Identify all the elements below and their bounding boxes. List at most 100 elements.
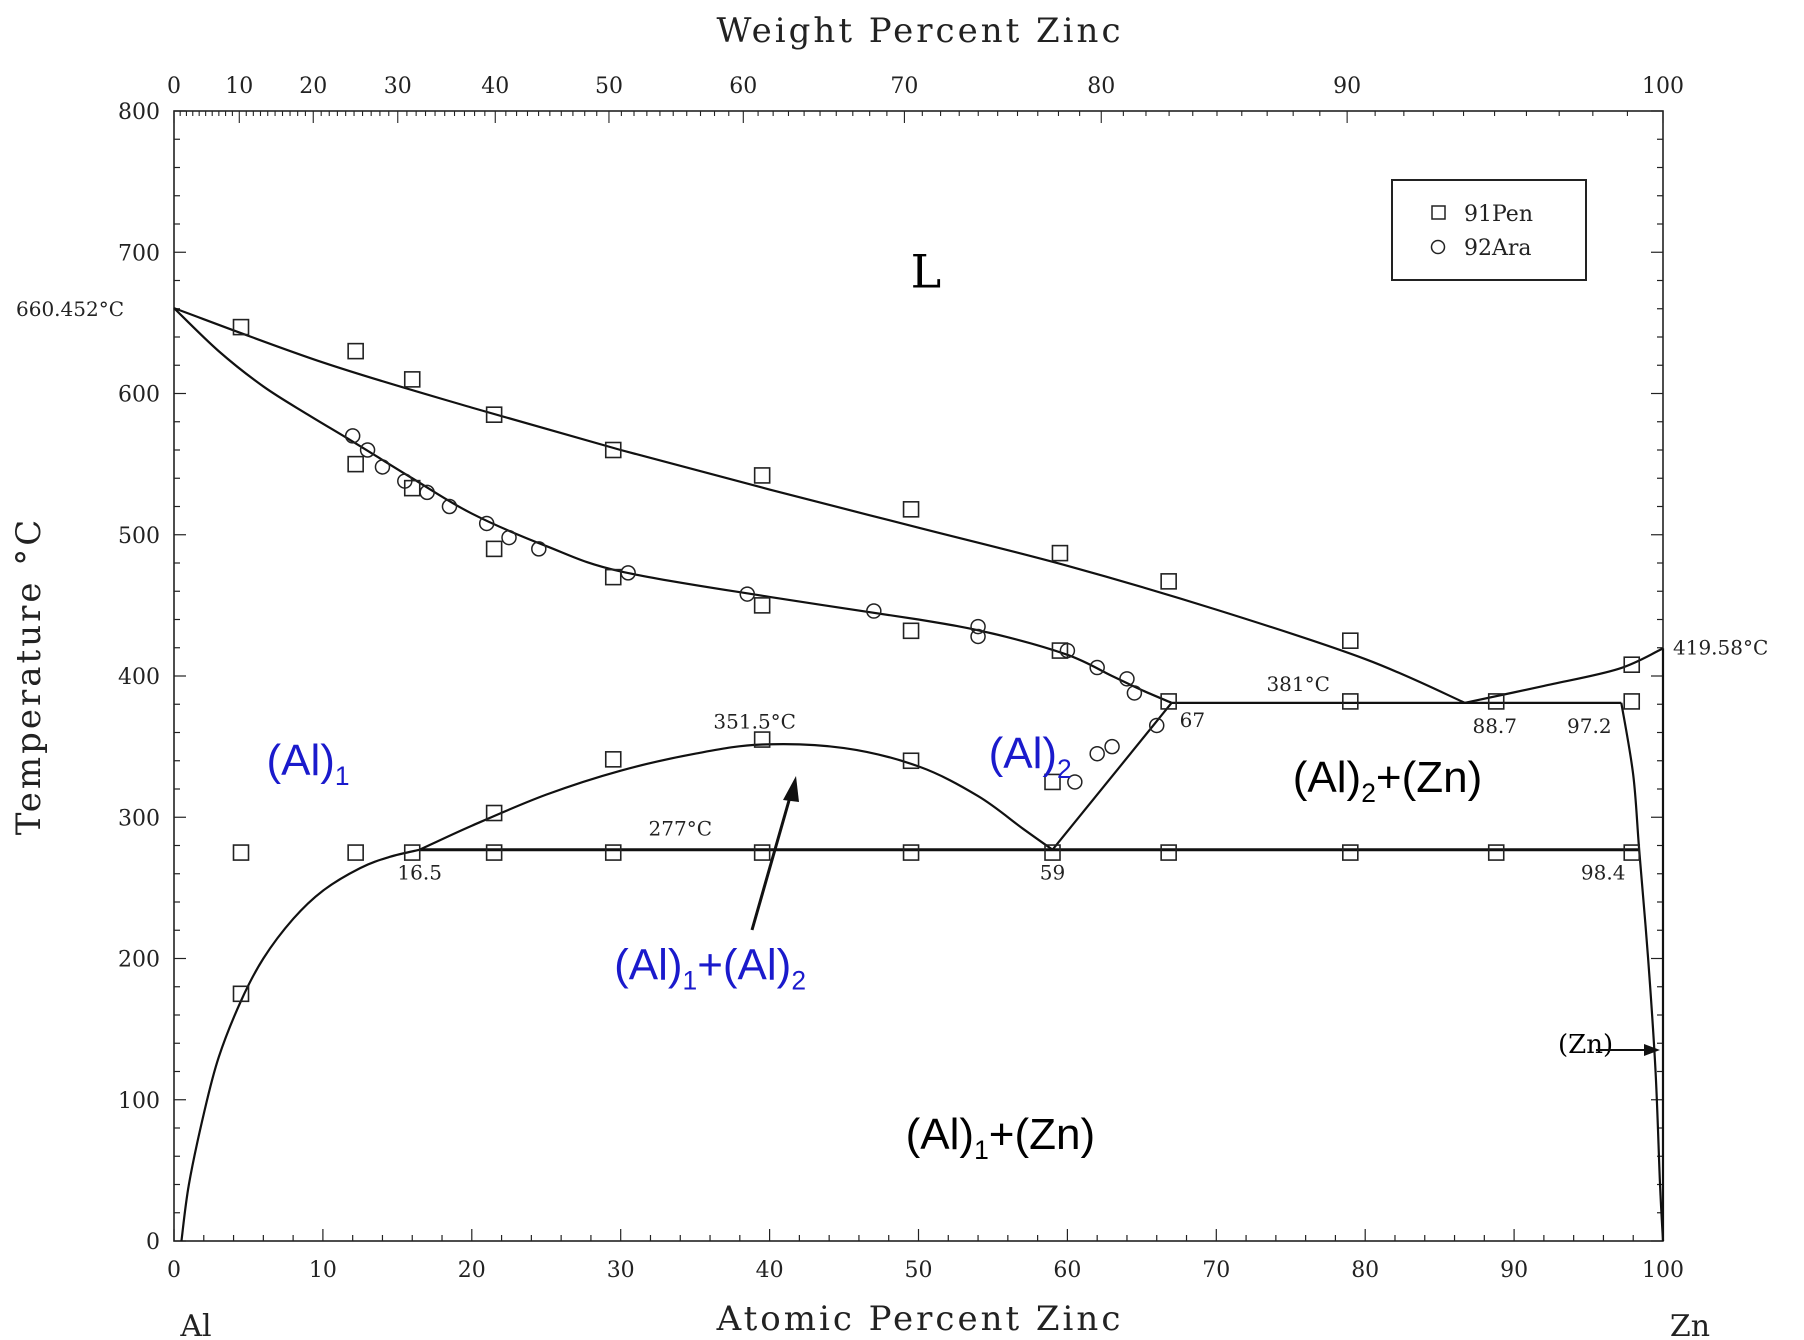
point-label: 98.4 (1581, 861, 1626, 885)
x-tick-label: 0 (167, 1258, 181, 1283)
y-tick-label: 200 (118, 948, 160, 973)
legend-box (1391, 179, 1587, 281)
point-square (1487, 844, 1505, 861)
point-square (347, 455, 364, 473)
point-square (1342, 693, 1359, 710)
top-tick-label: 30 (384, 74, 412, 99)
phase-label: L (911, 245, 942, 299)
point-label: 16.5 (397, 861, 442, 885)
y-tick-label: 600 (118, 383, 160, 408)
point-circle (1148, 717, 1165, 734)
curve-miscibility-gap (419, 743, 1054, 851)
point-label: 381°C (1266, 672, 1329, 696)
x-tick-label: 10 (309, 1258, 337, 1283)
legend-label: 92Ara (1464, 236, 1532, 261)
point-circle (1104, 738, 1120, 755)
point-square (1342, 844, 1359, 861)
point-square (485, 844, 503, 861)
point-square (902, 752, 920, 770)
point-square (604, 844, 622, 861)
legend: 91Pen 92Ara (1391, 179, 1587, 281)
y-tick-label: 300 (118, 806, 160, 831)
y-tick-label: 100 (118, 1089, 160, 1114)
phase-label: (Al)2 (989, 729, 1072, 784)
y-tick-label: 400 (118, 665, 160, 690)
point-square (902, 501, 920, 518)
point-square (753, 844, 771, 861)
point-square (347, 342, 364, 360)
y-tick-label: 700 (118, 241, 160, 266)
point-square (403, 371, 421, 388)
point-square (753, 597, 771, 614)
point-circle (1089, 659, 1105, 676)
phase-label: (Al)1+(Zn) (906, 1110, 1095, 1165)
x-tick-label: 60 (1053, 1258, 1081, 1283)
top-axis-title: Weight Percent Zinc (717, 11, 1124, 51)
point-square (1051, 544, 1069, 562)
top-tick-label: 0 (167, 74, 181, 99)
point-circle (531, 541, 547, 557)
end-label-al: Al (179, 1309, 211, 1340)
arrow-line (750, 789, 794, 931)
x-tick-label: 40 (756, 1258, 784, 1283)
point-label: 351.5°C (713, 710, 796, 734)
point-circle (1089, 745, 1105, 762)
point-label: 97.2 (1567, 714, 1612, 738)
top-tick-label: 70 (890, 74, 918, 99)
point-square (1342, 632, 1359, 649)
point-circle (1119, 671, 1135, 687)
curve-solvus-al2 (1051, 702, 1173, 851)
curve-liquidus-zn (1464, 647, 1664, 704)
point-square (1051, 642, 1069, 659)
y-axis-title: Temperature °C (9, 517, 49, 836)
x-tick-label: 50 (905, 1258, 933, 1283)
curve-solidus-al (173, 307, 1173, 704)
point-circle (1126, 685, 1143, 701)
legend-square (1431, 205, 1446, 220)
phase-label: (Al)1+(Al)2 (614, 941, 806, 996)
phase-label: (Al)1 (266, 736, 349, 791)
point-square (1044, 844, 1061, 861)
point-circle (359, 442, 376, 458)
point-square (604, 441, 622, 459)
arrow-head (783, 776, 799, 802)
point-square (403, 844, 421, 861)
x-tick-label: 20 (458, 1258, 486, 1283)
point-square (1160, 573, 1177, 590)
point-circle (374, 459, 391, 475)
x-tick-label: 90 (1500, 1258, 1528, 1283)
zn-arrow-head (1644, 1044, 1660, 1056)
x-tick-label: 80 (1351, 1258, 1379, 1283)
top-tick-label: 50 (595, 74, 623, 99)
point-circle (970, 618, 986, 635)
point-circle (478, 515, 495, 532)
point-square (232, 318, 250, 336)
point-square (485, 540, 503, 558)
point-circle (419, 484, 435, 501)
phase-label: (Al)2+(Zn) (1293, 753, 1482, 808)
point-label: 88.7 (1472, 714, 1517, 738)
curve-solvus-al1 (180, 848, 420, 1242)
point-square (347, 844, 364, 861)
point-circle (397, 473, 413, 489)
y-tick-label: 800 (118, 100, 160, 125)
x-axis-title: Atomic Percent Zinc (716, 1299, 1124, 1339)
point-label: 277°C (649, 817, 712, 841)
point-square (1487, 693, 1505, 710)
point-square (485, 804, 503, 822)
point-square (1623, 693, 1641, 710)
point-circle (866, 603, 882, 619)
legend-circle (1430, 239, 1446, 255)
point-circle (501, 529, 517, 546)
curve-zn-solidus (1620, 702, 1665, 1242)
point-square (753, 467, 771, 484)
top-tick-label: 90 (1333, 74, 1361, 99)
point-square (1623, 656, 1641, 674)
point-label: 59 (1040, 861, 1065, 885)
point-square (753, 731, 771, 748)
x-tick-label: 30 (607, 1258, 635, 1283)
data-points (232, 318, 1641, 1003)
top-tick-label: 40 (481, 74, 509, 99)
y-tick-label: 0 (146, 1230, 160, 1255)
